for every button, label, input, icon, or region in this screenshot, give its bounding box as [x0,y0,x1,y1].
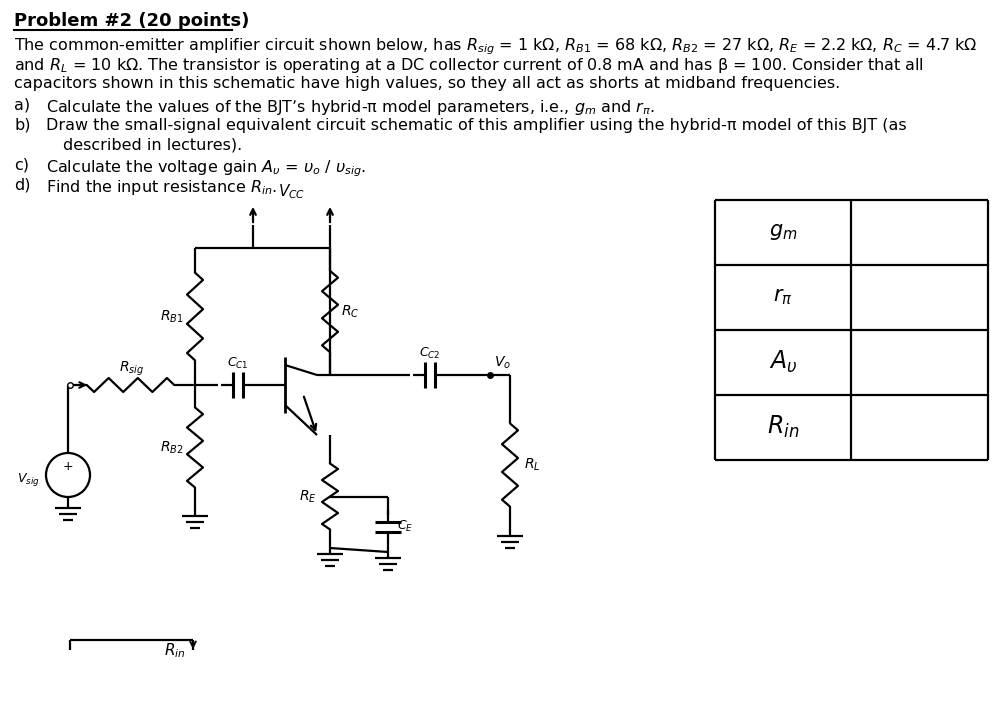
Text: $r_{\pi}$: $r_{\pi}$ [773,287,792,307]
Text: Calculate the values of the BJT’s hybrid-π model parameters, i.e., $g_m$ and $r_: Calculate the values of the BJT’s hybrid… [46,98,655,117]
Text: and $R_L$ = 10 kΩ. The transistor is operating at a DC collector current of 0.8 : and $R_L$ = 10 kΩ. The transistor is ope… [14,56,924,75]
Text: d): d) [14,178,30,193]
Text: $A_{\upsilon}$: $A_{\upsilon}$ [769,349,797,375]
Text: Draw the small-signal equivalent circuit schematic of this amplifier using the h: Draw the small-signal equivalent circuit… [46,118,906,133]
Text: $V_o$: $V_o$ [494,355,511,371]
Text: $R_{B1}$: $R_{B1}$ [160,308,183,325]
Text: $C_{C2}$: $C_{C2}$ [419,346,440,361]
Text: $g_m$: $g_m$ [769,222,797,242]
Text: b): b) [14,118,30,133]
Text: a): a) [14,98,30,113]
Text: $R_L$: $R_L$ [524,456,540,473]
Text: $R_E$: $R_E$ [299,488,317,505]
Text: $C_E$: $C_E$ [397,519,413,534]
Text: $V_{CC}$: $V_{CC}$ [278,182,305,201]
Text: $R_{sig}$: $R_{sig}$ [119,360,144,378]
Text: $R_{in}$: $R_{in}$ [164,642,185,660]
Text: $R_C$: $R_C$ [341,303,359,320]
Text: Calculate the voltage gain $A_{\upsilon}$ = $\upsilon_o$ / $\upsilon_{sig}$.: Calculate the voltage gain $A_{\upsilon}… [46,158,366,179]
Text: Find the input resistance $R_{in}$.: Find the input resistance $R_{in}$. [46,178,277,197]
Text: $R_{B2}$: $R_{B2}$ [160,439,183,456]
Text: $V_{sig}$: $V_{sig}$ [17,470,40,487]
Text: Problem #2 (20 points): Problem #2 (20 points) [14,12,249,30]
Text: $C_{C1}$: $C_{C1}$ [227,356,249,371]
Text: The common-emitter amplifier circuit shown below, has $R_{sig}$ = 1 kΩ, $R_{B1}$: The common-emitter amplifier circuit sho… [14,36,977,57]
Text: capacitors shown in this schematic have high values, so they all act as shorts a: capacitors shown in this schematic have … [14,76,841,91]
Text: c): c) [14,158,29,173]
Text: described in lectures).: described in lectures). [62,138,242,153]
Text: $R_{in}$: $R_{in}$ [767,414,799,440]
Text: +: + [62,459,74,472]
